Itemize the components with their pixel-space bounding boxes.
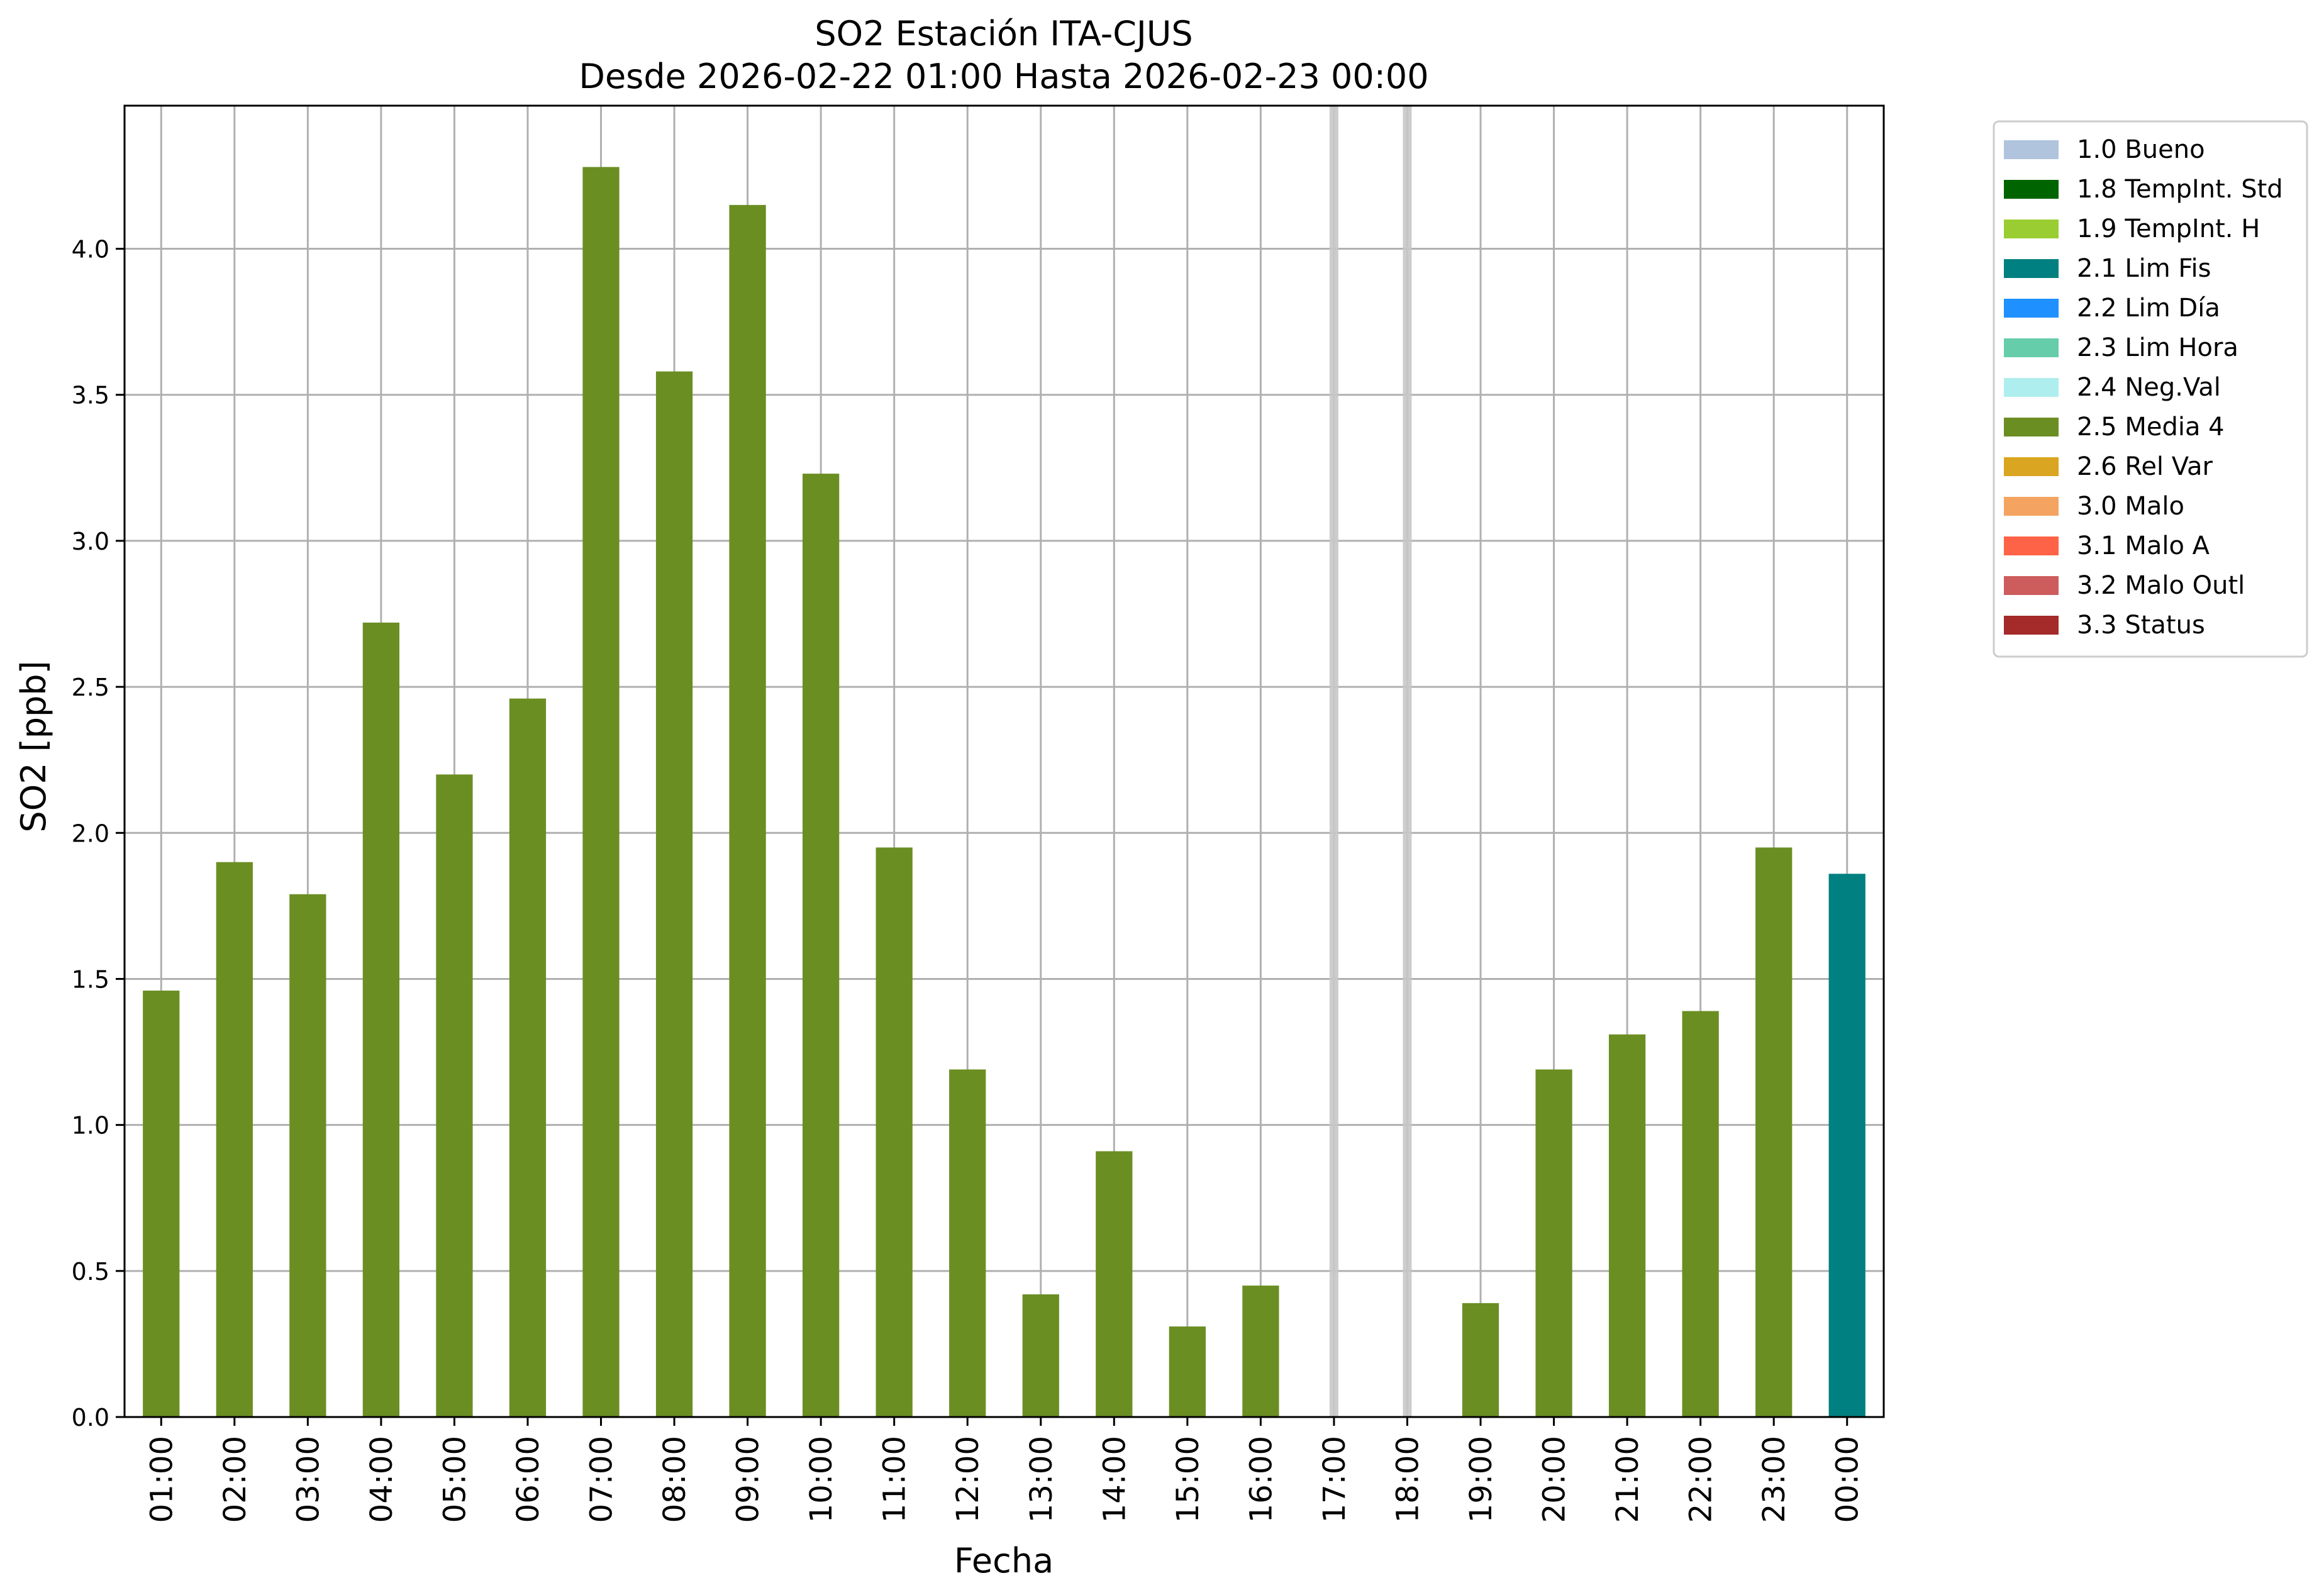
legend-label: 2.2 Lim Día: [2077, 294, 2220, 323]
x-tick-label: 19:00: [1464, 1436, 1499, 1523]
bar: [1242, 1286, 1279, 1417]
legend-swatch: [2004, 457, 2059, 476]
legend-swatch: [2004, 140, 2059, 159]
bar: [509, 698, 547, 1417]
x-tick-label: 13:00: [1024, 1436, 1059, 1523]
x-tick-label: 03:00: [291, 1436, 326, 1523]
bar: [436, 774, 473, 1417]
legend-label: 1.0 Bueno: [2077, 135, 2205, 164]
legend-swatch: [2004, 259, 2059, 278]
bar: [803, 474, 840, 1417]
x-tick-label: 01:00: [144, 1436, 179, 1523]
legend-label: 2.5 Media 4: [2077, 413, 2225, 442]
x-tick-label: 18:00: [1390, 1436, 1425, 1523]
x-tick-label: 12:00: [950, 1436, 986, 1523]
x-tick-label: 08:00: [657, 1436, 692, 1523]
legend-swatch: [2004, 576, 2059, 595]
x-tick-label: 23:00: [1757, 1436, 1792, 1523]
y-axis-label: SO2 [ppb]: [14, 660, 53, 832]
x-tick-label: 07:00: [584, 1436, 620, 1523]
legend-swatch: [2004, 616, 2059, 635]
x-tick-label: 22:00: [1684, 1436, 1719, 1523]
x-tick-label: 20:00: [1537, 1436, 1572, 1523]
bar: [1169, 1326, 1206, 1417]
y-tick-label: 2.0: [72, 820, 109, 847]
legend-label: 3.3 Status: [2077, 611, 2205, 640]
bar: [582, 167, 620, 1417]
y-tick-label: 3.5: [72, 382, 109, 409]
legend-label: 1.9 TempInt. H: [2077, 214, 2260, 243]
bar: [1608, 1034, 1646, 1417]
bar: [729, 204, 766, 1418]
legend-swatch: [2004, 220, 2059, 238]
legend-label: 3.0 Malo: [2077, 492, 2184, 521]
legend-label: 2.4 Neg.Val: [2077, 373, 2221, 402]
missing-data-marker: [1403, 106, 1412, 1417]
x-tick-label: 11:00: [877, 1436, 913, 1523]
legend-label: 3.1 Malo A: [2077, 531, 2210, 560]
legend-swatch: [2004, 299, 2059, 318]
x-axis-label: Fecha: [954, 1541, 1054, 1581]
y-tick-label: 0.5: [72, 1258, 109, 1286]
x-tick-label: 02:00: [218, 1436, 253, 1523]
bar: [1755, 847, 1793, 1417]
bar: [949, 1069, 986, 1417]
bar: [1022, 1294, 1059, 1417]
x-tick-label: 05:00: [437, 1436, 472, 1523]
bar: [1096, 1151, 1133, 1417]
x-tick-label: 04:00: [364, 1436, 399, 1523]
plot-area: 0.0 0.5 1.0 1.5 2.0 2.5 3.0 3.5 4.0 01:00 02:00 03:…: [72, 104, 1885, 1523]
x-tick-label: 21:00: [1610, 1436, 1645, 1523]
bar: [143, 991, 180, 1417]
legend-label: 2.3 Lim Hora: [2077, 333, 2238, 362]
x-tick-label: 06:00: [511, 1436, 546, 1523]
bar: [1682, 1011, 1719, 1417]
legend-label: 1.8 TempInt. Std: [2077, 175, 2283, 204]
y-tick-label: 1.5: [72, 965, 109, 993]
bar: [1535, 1069, 1572, 1417]
x-tick-label: 00:00: [1830, 1436, 1865, 1523]
legend: 1.0 Bueno 1.8 TempInt. Std 1.9 TempInt. H 2…: [1993, 120, 2308, 658]
y-tick-label: 0.0: [72, 1404, 109, 1431]
chart-subtitle: Desde 2026-02-22 01:00 Hasta 2026-02-23 …: [579, 57, 1428, 96]
bar: [289, 894, 326, 1417]
legend-swatch: [2004, 418, 2059, 436]
chart-title: SO2 Estación ITA-CJUS: [815, 14, 1193, 53]
legend-swatch: [2004, 497, 2059, 516]
legend-swatch: [2004, 536, 2059, 555]
y-tick-label: 2.5: [72, 674, 109, 701]
y-tick-label: 1.0: [72, 1112, 109, 1140]
legend-label: 2.6 Rel Var: [2077, 452, 2213, 481]
x-tick-label: 10:00: [804, 1436, 839, 1523]
bar: [216, 862, 253, 1417]
legend-swatch: [2004, 338, 2059, 357]
x-tick-label: 14:00: [1097, 1436, 1132, 1523]
legend-label: 2.1 Lim Fis: [2077, 254, 2211, 283]
bar: [362, 622, 400, 1417]
y-tick-label: 4.0: [72, 236, 109, 264]
bar: [1462, 1303, 1499, 1417]
bar: [876, 847, 913, 1417]
x-tick-label: 17:00: [1317, 1436, 1352, 1523]
x-tick-label: 09:00: [731, 1436, 766, 1523]
x-tick-label: 16:00: [1243, 1436, 1279, 1523]
missing-data-marker: [1329, 106, 1338, 1417]
bar: [1828, 874, 1865, 1417]
x-tick-label: 15:00: [1170, 1436, 1206, 1523]
y-tick-label: 3.0: [72, 528, 109, 555]
bar: [655, 371, 693, 1417]
legend-swatch: [2004, 378, 2059, 397]
legend-label: 3.2 Malo Outl: [2077, 571, 2245, 600]
legend-swatch: [2004, 180, 2059, 199]
plot-frame: [123, 104, 1885, 1418]
legend-box: [1993, 120, 2308, 658]
